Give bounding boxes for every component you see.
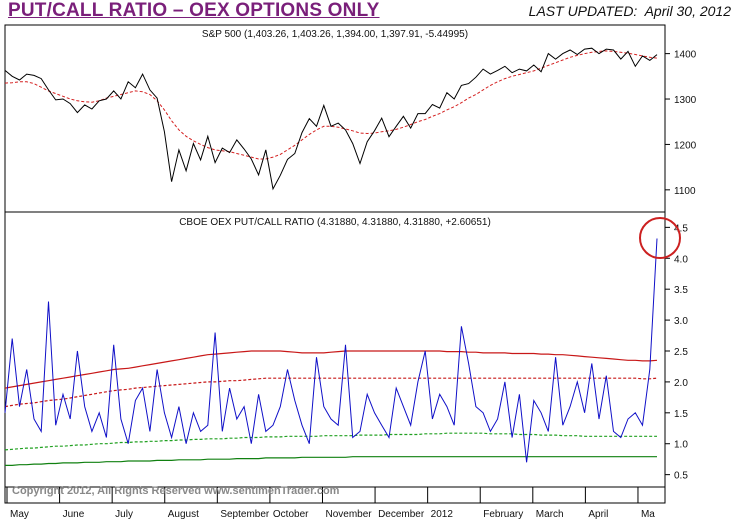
- y-tick-label: 4.0: [674, 254, 688, 265]
- y-tick-label: 1.0: [674, 440, 688, 451]
- sp500-y-ticks: 1100 1200 1300 1400: [665, 50, 697, 197]
- y-tick-label: 3.5: [674, 285, 688, 296]
- y-tick-label: 1200: [674, 140, 697, 151]
- last-updated-label: LAST UPDATED:: [528, 3, 638, 19]
- plot-frame: [4, 24, 666, 504]
- last-updated: LAST UPDATED: April 30, 2012: [529, 3, 731, 19]
- x-tick-label: December: [378, 509, 425, 520]
- x-tick-label: November: [325, 509, 372, 520]
- y-tick-label: 1400: [674, 50, 697, 61]
- x-tick-label: August: [168, 509, 199, 520]
- x-tick-label: March: [536, 509, 564, 520]
- upper-band-line: [4, 350, 658, 389]
- x-tick-label: May: [10, 509, 29, 520]
- x-tick-label: Ma: [641, 509, 655, 520]
- y-tick-label: 1300: [674, 95, 697, 106]
- x-tick-label: September: [220, 509, 270, 520]
- y-tick-label: 4.5: [674, 223, 688, 234]
- sp500-ma-line: [4, 50, 658, 160]
- y-tick-label: 1.5: [674, 409, 688, 420]
- x-tick-label: October: [273, 509, 309, 520]
- x-tick-label: June: [63, 509, 85, 520]
- month-x-ticks: May June July August September October Novembe…: [6, 487, 655, 520]
- upper-dashed-line: [4, 377, 658, 408]
- highlight-circle: [639, 217, 681, 259]
- lower-dashed-line: [4, 432, 657, 451]
- sp500-series: [4, 47, 658, 191]
- y-tick-label: 1100: [674, 186, 696, 197]
- y-tick-label: 2.5: [674, 347, 688, 358]
- last-updated-date: April 30, 2012: [644, 3, 731, 19]
- putcall-y-ticks: 0.5 1.0 1.5 2.0 2.5 3.0 3.5 4.0 4.5: [665, 223, 688, 482]
- x-tick-label: April: [588, 509, 608, 520]
- x-tick-label: 2012: [431, 509, 454, 520]
- sp500-price-line: [4, 47, 658, 191]
- page-title: PUT/CALL RATIO – OEX OPTIONS ONLY: [8, 0, 380, 21]
- x-tick-label: February: [483, 509, 523, 520]
- putcall-panel-title: CBOE OEX PUT/CALL RATIO (4.31880, 4.3188…: [179, 217, 491, 228]
- putcall-series: [4, 238, 658, 466]
- lower-band-line: [5, 456, 657, 466]
- y-tick-label: 3.0: [674, 316, 688, 327]
- putcall-ratio-line: [4, 238, 658, 463]
- y-tick-label: 0.5: [674, 471, 688, 482]
- copyright-text: Copyright 2012, All Rights Reserved www.…: [12, 485, 340, 497]
- y-tick-label: 2.0: [674, 378, 688, 389]
- x-tick-label: July: [115, 509, 133, 520]
- sp500-panel-title: S&P 500 (1,403.26, 1,403.26, 1,394.00, 1…: [202, 29, 468, 40]
